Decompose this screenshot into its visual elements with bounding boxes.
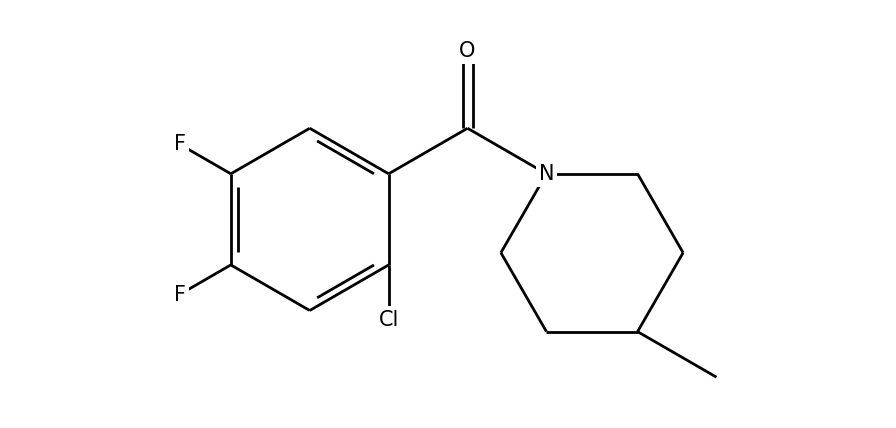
- Text: N: N: [538, 164, 555, 184]
- Text: F: F: [174, 134, 185, 154]
- Text: F: F: [174, 285, 185, 305]
- Text: O: O: [460, 41, 476, 61]
- Text: Cl: Cl: [378, 309, 399, 330]
